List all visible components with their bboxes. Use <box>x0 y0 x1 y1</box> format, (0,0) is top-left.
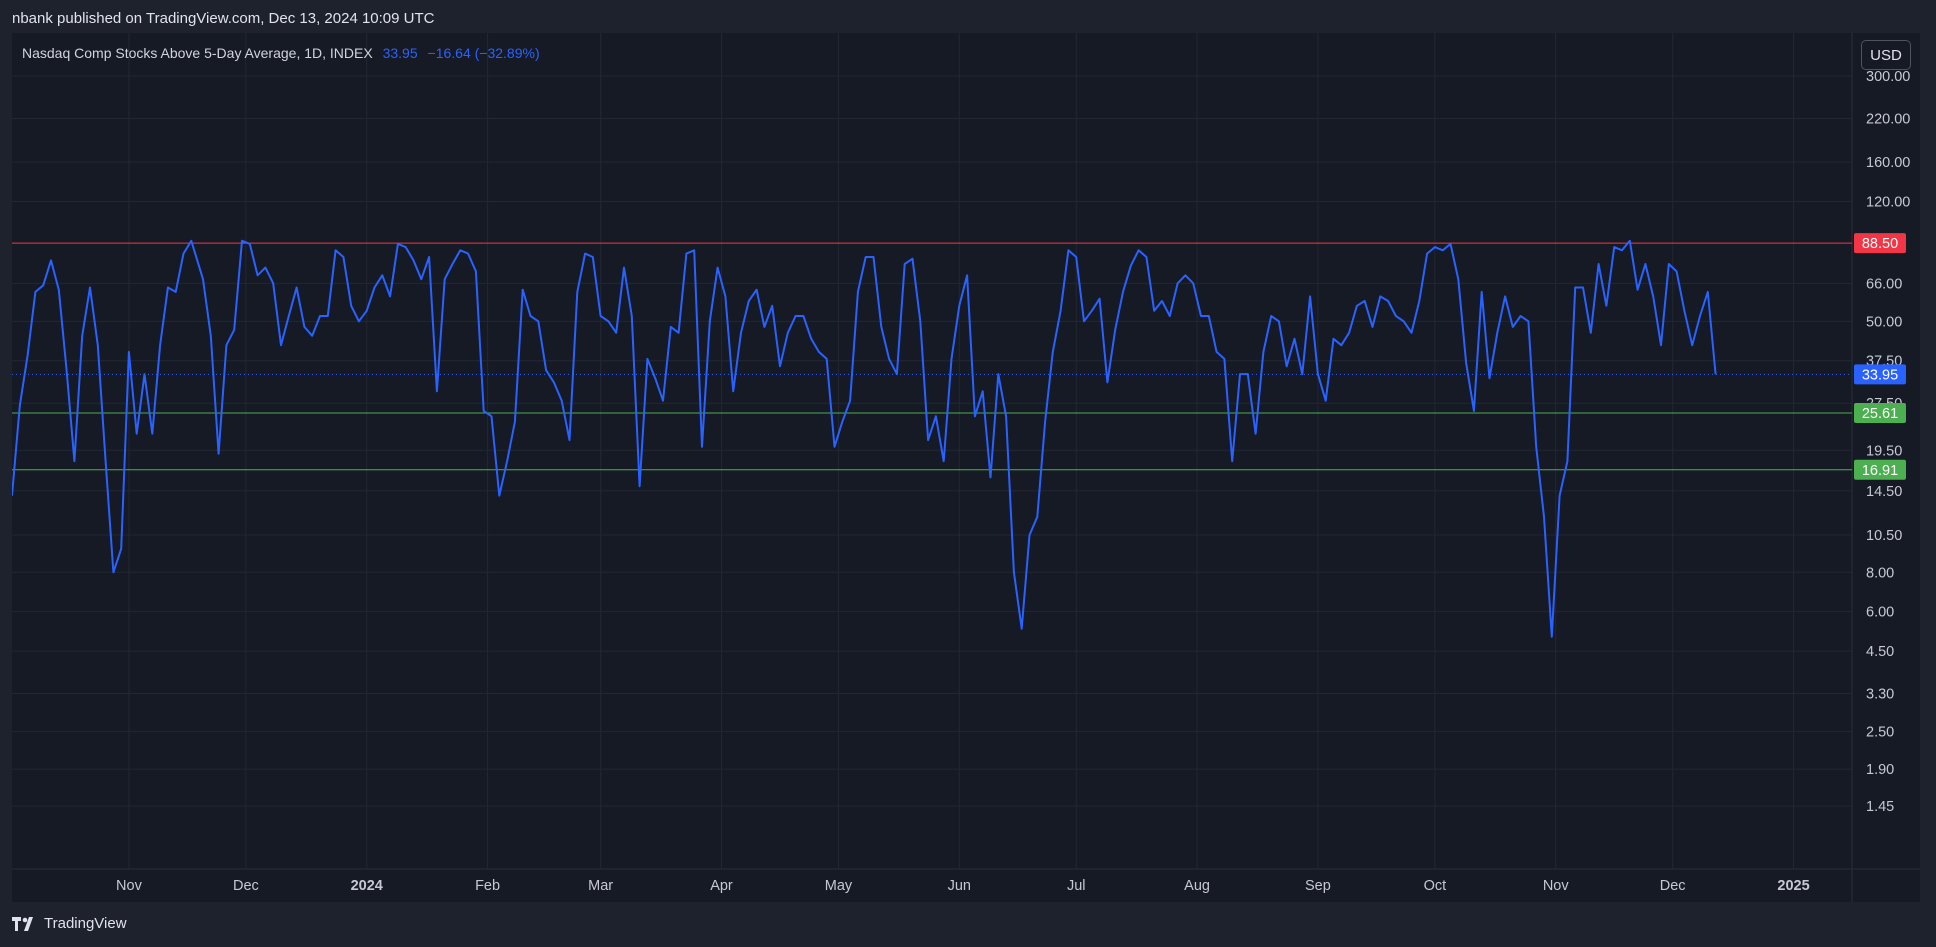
x-tick-label: Jul <box>1067 878 1086 894</box>
y-tick-label: 66.00 <box>1866 276 1902 292</box>
y-tick-label: 10.50 <box>1866 528 1902 544</box>
chart-legend[interactable]: Nasdaq Comp Stocks Above 5-Day Average, … <box>22 45 540 61</box>
x-tick-label: Jun <box>948 878 971 894</box>
series-line <box>12 239 1717 638</box>
y-tick-label: 2.50 <box>1866 725 1894 741</box>
legend-change: −16.64 (−32.89%) <box>427 45 540 61</box>
level-label: 16.91 <box>1862 463 1898 479</box>
x-tick-label: Sep <box>1305 878 1331 894</box>
last-value-label: 33.95 <box>1862 367 1898 383</box>
y-tick-label: 220.00 <box>1866 111 1910 127</box>
chart-svg[interactable]: 300.00 220.00 160.00 120.00 88.50 66.00 50.00 3… <box>12 33 1920 902</box>
x-tick-label: 2024 <box>351 878 383 894</box>
chart-area[interactable]: 300.00 220.00 160.00 120.00 88.50 66.00 50.00 3… <box>12 33 1920 902</box>
legend-symbol[interactable]: Nasdaq Comp Stocks Above 5-Day Average, … <box>22 45 373 61</box>
x-tick-label: Feb <box>475 878 500 894</box>
y-tick-label: 8.00 <box>1866 565 1894 581</box>
level-label: 25.61 <box>1862 406 1898 422</box>
x-tick-label: 2025 <box>1777 878 1809 894</box>
y-tick-label: 1.45 <box>1866 799 1894 815</box>
x-tick-label: Mar <box>588 878 613 894</box>
currency-button[interactable]: USD <box>1861 40 1911 70</box>
x-tick-label: Dec <box>1660 878 1686 894</box>
y-tick-label: 3.30 <box>1866 687 1894 703</box>
x-tick-label: Aug <box>1184 878 1210 894</box>
y-tick-label: 1.90 <box>1866 762 1894 778</box>
x-tick-label: May <box>825 878 853 894</box>
y-tick-label: 6.00 <box>1866 605 1894 621</box>
y-tick-label: 14.50 <box>1866 484 1902 500</box>
y-tick-label: 160.00 <box>1866 155 1910 171</box>
x-tick-label: Dec <box>233 878 259 894</box>
level-badge <box>1854 402 1906 423</box>
y-tick-label: 19.50 <box>1866 443 1902 459</box>
level-badge <box>1854 459 1906 480</box>
x-tick-label: Apr <box>710 878 733 894</box>
y-tick-label: 4.50 <box>1866 644 1894 660</box>
x-tick-label: Nov <box>116 878 143 894</box>
last-value-badge <box>1854 364 1906 385</box>
level-badge <box>1854 233 1906 254</box>
footer: TradingView <box>12 915 127 932</box>
level-label: 88.50 <box>1862 236 1898 252</box>
legend-last-value: 33.95 <box>382 45 418 61</box>
y-tick-label: 50.00 <box>1866 314 1902 330</box>
x-tick-label: Nov <box>1543 878 1570 894</box>
tradingview-logo-icon[interactable] <box>12 916 40 931</box>
y-tick-label: 120.00 <box>1866 194 1910 210</box>
publish-info: nbank published on TradingView.com, Dec … <box>12 10 435 27</box>
x-tick-label: Oct <box>1424 878 1447 894</box>
footer-brand[interactable]: TradingView <box>44 915 127 932</box>
y-tick-label: 300.00 <box>1866 69 1910 85</box>
